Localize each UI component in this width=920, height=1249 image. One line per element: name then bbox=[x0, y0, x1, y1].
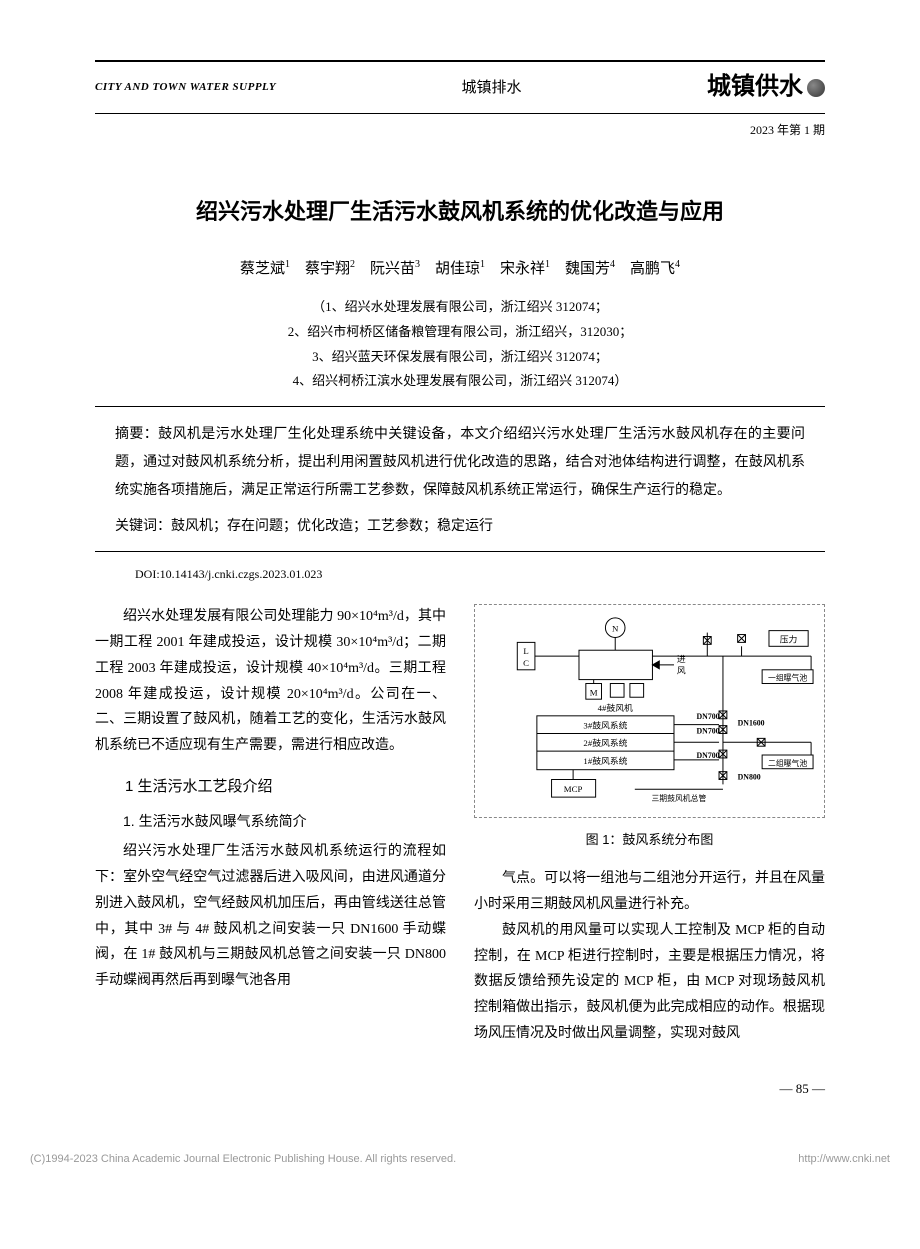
svg-text:M: M bbox=[590, 687, 598, 697]
body-paragraph: 气点。可以将一组池与二组池分开运行，并且在风量小时采用三期鼓风机风量进行补充。 bbox=[474, 866, 825, 918]
page-number: — 85 — bbox=[95, 1077, 825, 1100]
svg-text:DN700: DN700 bbox=[697, 712, 720, 721]
left-column: 绍兴水处理发展有限公司处理能力 90×10⁴m³/d，其中一期工程 2001 年… bbox=[95, 604, 446, 1047]
svg-text:一组曝气池: 一组曝气池 bbox=[768, 672, 807, 682]
journal-name-cn: 城镇供水 bbox=[707, 66, 803, 109]
page-footer: (C)1994-2023 China Academic Journal Elec… bbox=[0, 1140, 920, 1180]
section-name: 城镇排水 bbox=[462, 74, 522, 101]
copyright-text: (C)1994-2023 China Academic Journal Elec… bbox=[30, 1150, 456, 1170]
article-title: 绍兴污水处理厂生活污水鼓风机系统的优化改造与应用 bbox=[95, 192, 825, 232]
keywords-text: 鼓风机；存在问题；优化改造；工艺参数；稳定运行 bbox=[171, 519, 493, 534]
svg-text:风: 风 bbox=[677, 666, 686, 676]
svg-text:3#鼓风系统: 3#鼓风系统 bbox=[583, 719, 627, 730]
svg-text:N: N bbox=[612, 624, 619, 634]
svg-text:2#鼓风系统: 2#鼓风系统 bbox=[583, 737, 627, 748]
svg-text:三期鼓风机总管: 三期鼓风机总管 bbox=[651, 793, 706, 803]
subsection-heading: 1. 生活污水鼓风曝气系统简介 bbox=[95, 809, 446, 835]
svg-text:DN800: DN800 bbox=[738, 772, 761, 781]
svg-text:DN1600: DN1600 bbox=[738, 719, 765, 728]
svg-text:L: L bbox=[523, 646, 528, 656]
journal-logo: 城镇供水 bbox=[707, 66, 825, 109]
abstract-text: 鼓风机是污水处理厂生化处理系统中关键设备，本文介绍绍兴污水处理厂生活污水鼓风机存… bbox=[115, 427, 805, 498]
page-header: CITY AND TOWN WATER SUPPLY 城镇排水 城镇供水 bbox=[95, 60, 825, 114]
svg-text:C: C bbox=[523, 658, 529, 668]
section-heading: 1 生活污水工艺段介绍 bbox=[95, 773, 446, 801]
svg-text:MCP: MCP bbox=[564, 784, 583, 794]
affiliation-list: （1、绍兴水处理发展有限公司，浙江绍兴 312074；2、绍兴市柯桥区储备粮管理… bbox=[95, 295, 825, 394]
doi: DOI:10.14143/j.cnki.czgs.2023.01.023 bbox=[135, 564, 825, 586]
figure-caption: 图 1：鼓风系统分布图 bbox=[474, 828, 825, 852]
svg-text:1#鼓风系统: 1#鼓风系统 bbox=[583, 755, 627, 766]
intro-paragraph: 绍兴水处理发展有限公司处理能力 90×10⁴m³/d，其中一期工程 2001 年… bbox=[95, 604, 446, 759]
body-paragraph: 鼓风机的用风量可以实现人工控制及 MCP 柜的自动控制，在 MCP 柜进行控制时… bbox=[474, 918, 825, 1047]
body-columns: 绍兴水处理发展有限公司处理能力 90×10⁴m³/d，其中一期工程 2001 年… bbox=[95, 604, 825, 1047]
keywords-block: 关键词：鼓风机；存在问题；优化改造；工艺参数；稳定运行 bbox=[115, 513, 805, 539]
svg-text:进: 进 bbox=[677, 654, 686, 664]
footer-url: http://www.cnki.net bbox=[798, 1150, 890, 1170]
abstract-block: 摘要：鼓风机是污水处理厂生化处理系统中关键设备，本文介绍绍兴污水处理厂生活污水鼓… bbox=[115, 419, 805, 505]
divider bbox=[95, 551, 825, 552]
svg-text:二组曝气池: 二组曝气池 bbox=[768, 758, 807, 768]
svg-text:DN700: DN700 bbox=[697, 726, 720, 735]
keywords-label: 关键词： bbox=[115, 517, 171, 533]
issue-info: 2023 年第 1 期 bbox=[95, 120, 825, 142]
figure-1: N L C M bbox=[474, 604, 825, 818]
right-column: N L C M bbox=[474, 604, 825, 1047]
svg-text:压力: 压力 bbox=[780, 633, 798, 644]
body-paragraph: 绍兴污水处理厂生活污水鼓风机系统运行的流程如下：室外空气经空气过滤器后进入吸风间… bbox=[95, 839, 446, 994]
divider bbox=[95, 406, 825, 407]
journal-name-en: CITY AND TOWN WATER SUPPLY bbox=[95, 78, 276, 98]
logo-icon bbox=[807, 79, 825, 97]
svg-text:DN700: DN700 bbox=[697, 751, 720, 760]
blower-system-diagram: N L C M bbox=[483, 613, 816, 809]
svg-text:4#鼓风机: 4#鼓风机 bbox=[598, 702, 633, 713]
abstract-label: 摘要： bbox=[115, 425, 158, 441]
author-list: 蔡芝斌1 蔡宇翔2 阮兴苗3 胡佳琼1 宋永祥1 魏国芳4 高鹏飞4 bbox=[95, 256, 825, 283]
